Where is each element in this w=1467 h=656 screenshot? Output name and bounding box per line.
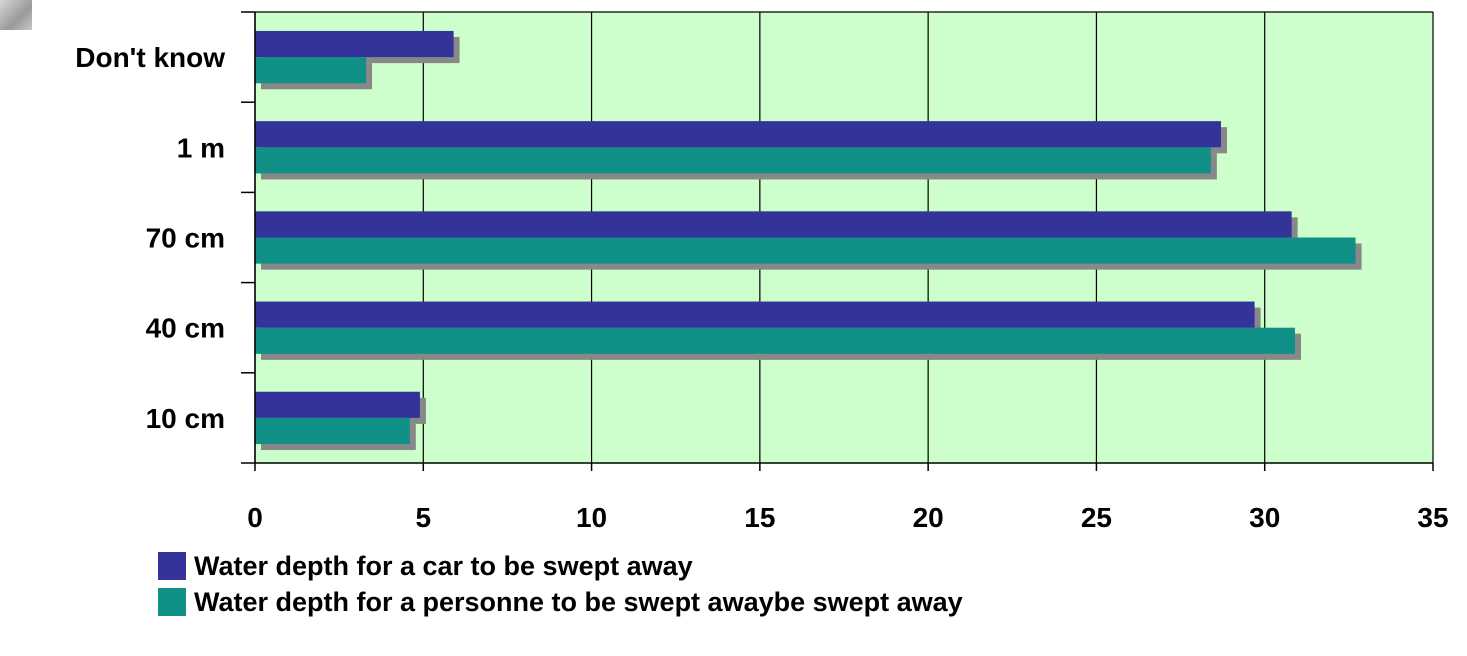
category-labels: Don't know 1 m 70 cm 40 cm 10 cm	[75, 42, 225, 434]
bar-car-0	[255, 30, 454, 58]
legend-label: Water depth for a car to be swept away	[194, 550, 693, 581]
tick-labels: 0 5 10 15 20 25 30 35	[247, 502, 1448, 533]
legend-item-car: Water depth for a car to be swept away	[158, 548, 963, 584]
category-label: 1 m	[177, 132, 225, 163]
bars	[255, 30, 1362, 451]
x-tick-label: 25	[1081, 502, 1112, 533]
bar-person-2	[255, 237, 1356, 264]
x-tick-label: 10	[576, 502, 607, 533]
x-tick-label: 5	[415, 502, 431, 533]
x-tick-label: 35	[1417, 502, 1448, 533]
bar-car-4	[255, 391, 420, 418]
category-label: 40 cm	[146, 313, 225, 344]
legend-swatch	[158, 588, 186, 616]
legend-label: Water depth for a personne to be swept a…	[194, 586, 963, 617]
x-tick-label: 30	[1249, 502, 1280, 533]
bar-chart: Don't know 1 m 70 cm 40 cm 10 cm 0 5 10 15 20 25 3…	[75, 11, 1449, 533]
legend: Water depth for a car to be swept away Wa…	[158, 548, 963, 620]
bar-person-0	[255, 57, 367, 84]
axes	[241, 11, 1434, 471]
category-label: Don't know	[75, 42, 225, 73]
category-label: 70 cm	[146, 223, 225, 254]
bar-person-3	[255, 327, 1296, 354]
bar-person-4	[255, 417, 410, 445]
bar-car-3	[255, 301, 1255, 328]
x-tick-label: 0	[247, 502, 263, 533]
bar-car-1	[255, 121, 1221, 148]
bar-car-2	[255, 211, 1292, 238]
legend-item-person: Water depth for a personne to be swept a…	[158, 584, 963, 620]
category-label: 10 cm	[146, 403, 225, 434]
x-tick-label: 20	[913, 502, 944, 533]
legend-swatch	[158, 552, 186, 580]
bar-person-1	[255, 147, 1211, 174]
x-tick-label: 15	[744, 502, 775, 533]
corner-photo-fragment	[0, 0, 32, 30]
